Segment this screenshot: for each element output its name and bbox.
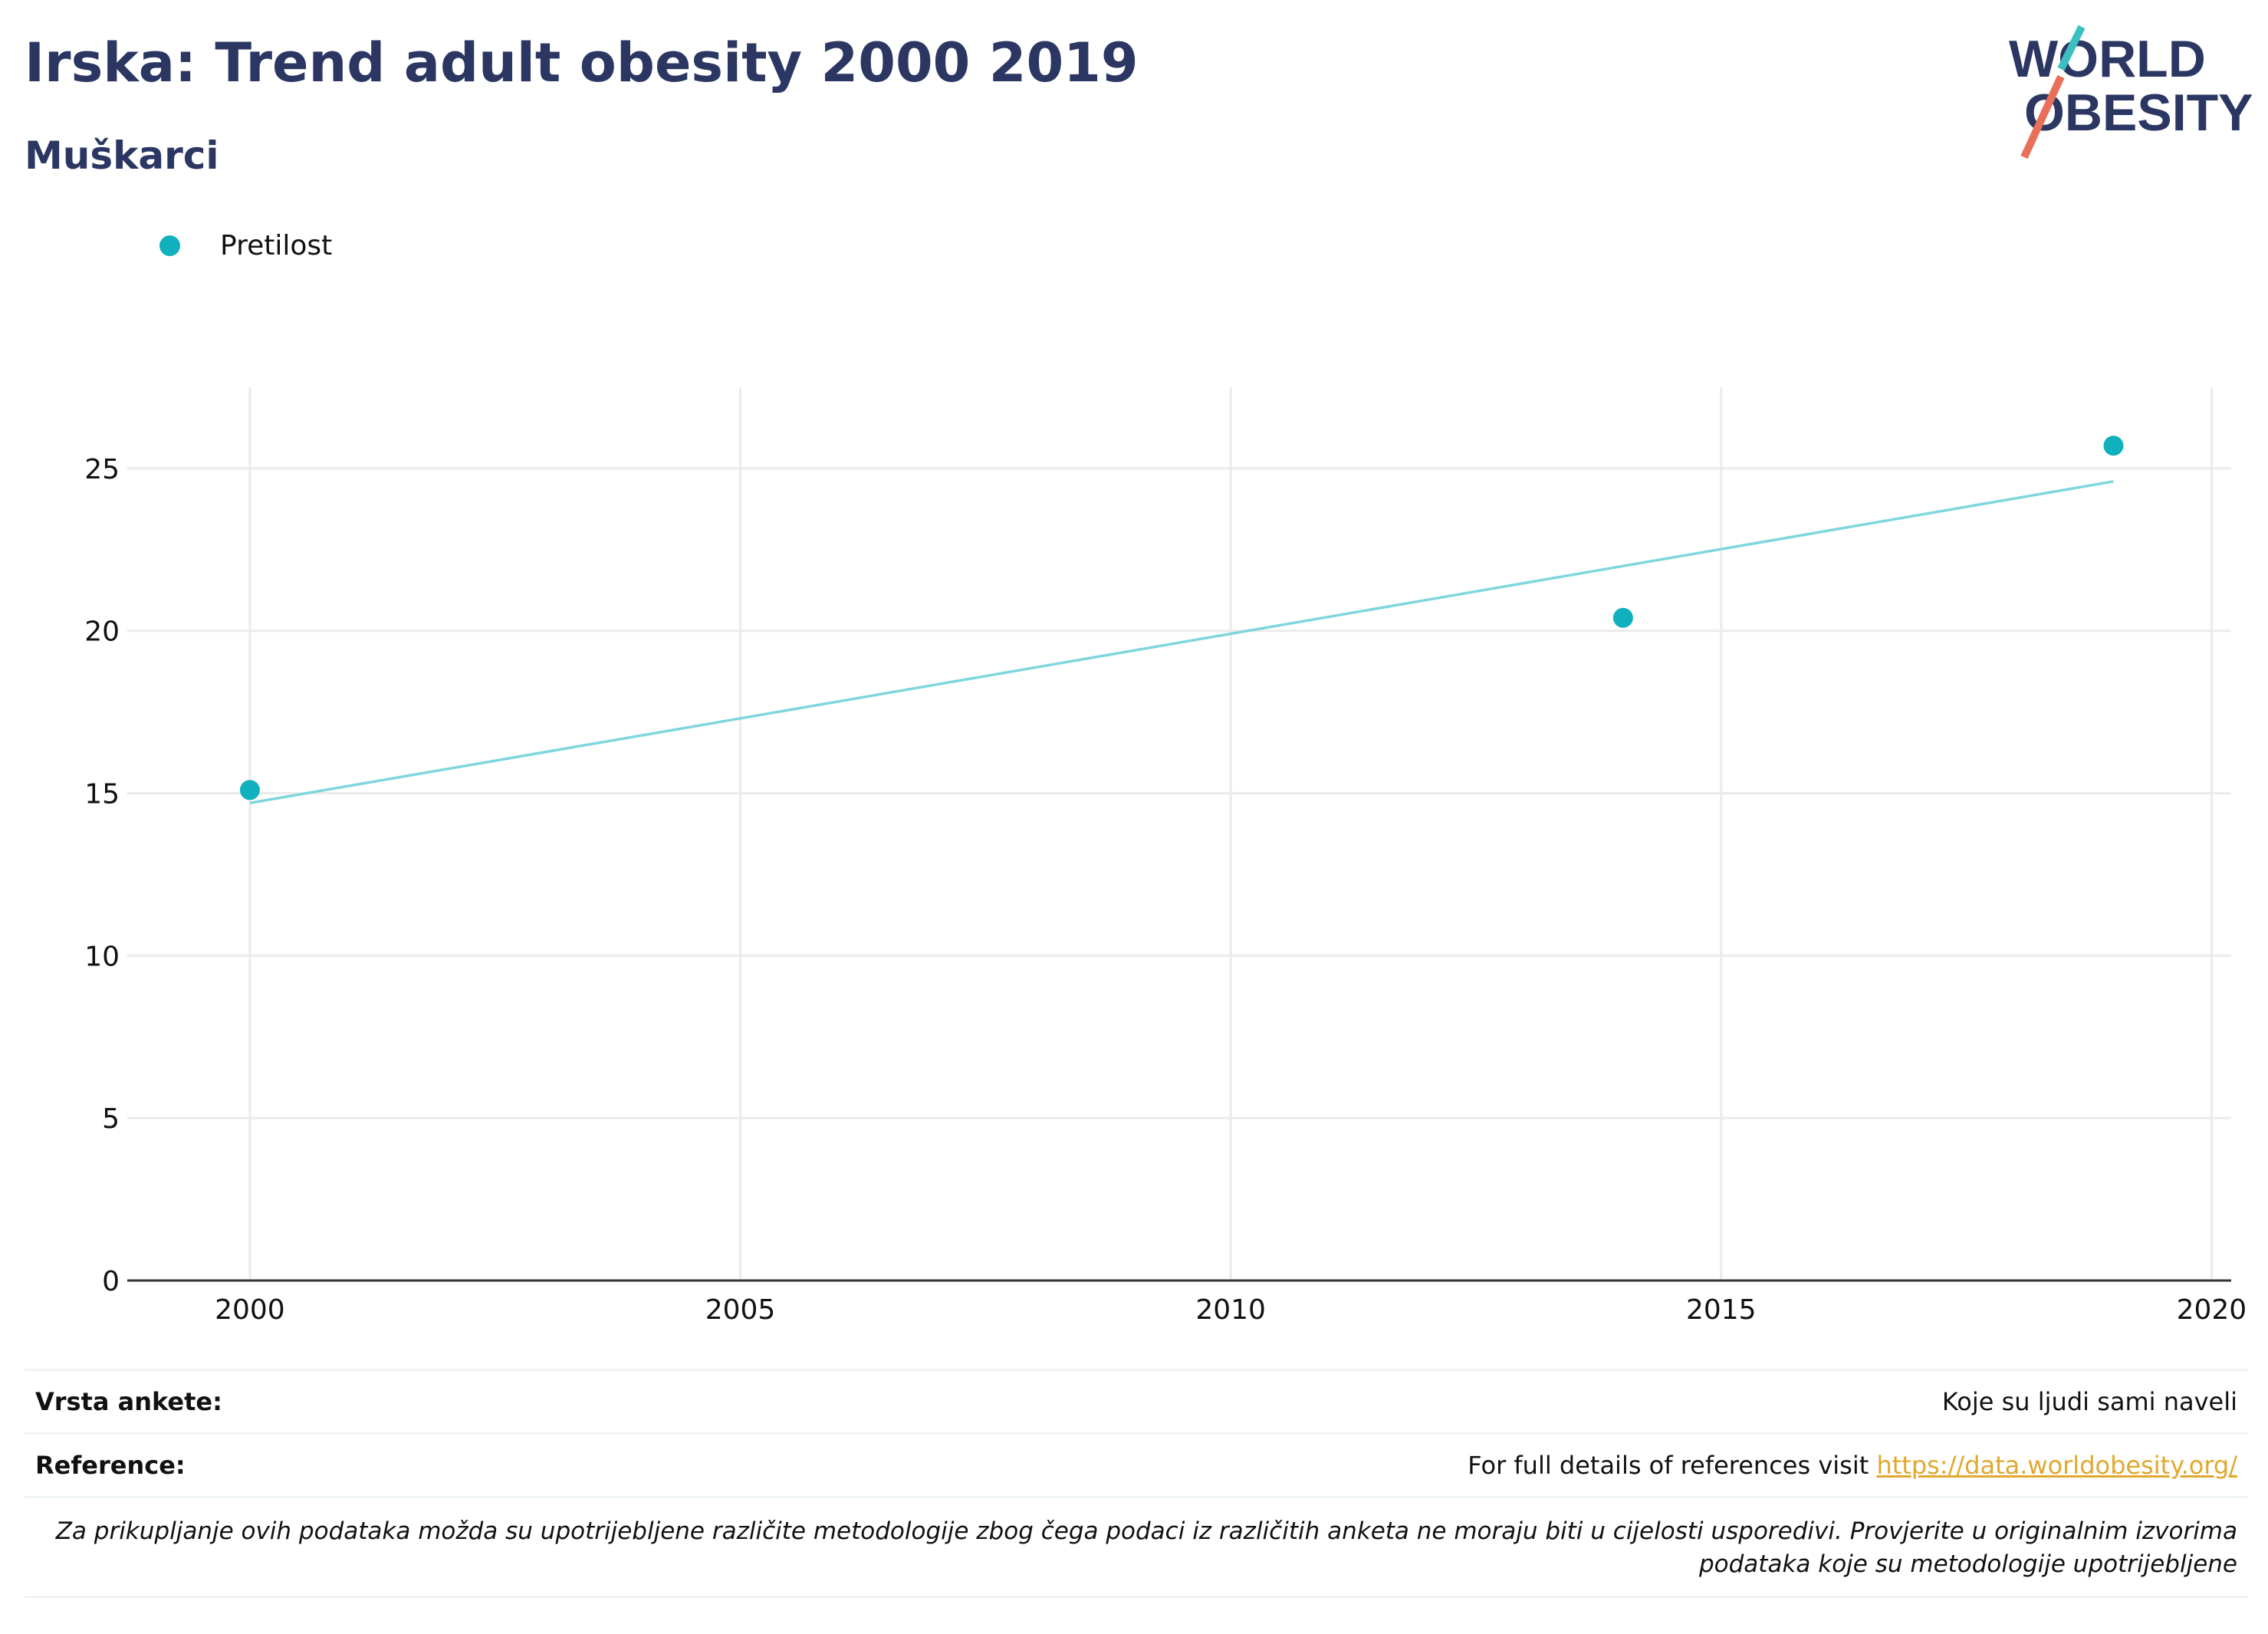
y-tick-label: 0 [102, 1266, 120, 1297]
reference-value: For full details of references visit htt… [1468, 1451, 2237, 1480]
y-tick-label: 25 [84, 454, 120, 485]
logo-line-1: WORLD [2009, 30, 2206, 88]
x-tick-label: 2005 [705, 1294, 776, 1326]
reference-text: For full details of references visit [1468, 1451, 1877, 1480]
y-tick-label: 10 [84, 941, 120, 972]
chart-subtitle: Muškarci [25, 133, 219, 178]
reference-link[interactable]: https://data.worldobesity.org/ [1876, 1451, 2237, 1480]
reference-row: Reference: For full details of reference… [25, 1432, 2248, 1496]
x-tick-label: 2000 [215, 1294, 285, 1326]
reference-label: Reference: [35, 1451, 186, 1480]
logo-teal-slash [2057, 25, 2086, 71]
chart: 2000 2005 2010 2015 2020 0 5 10 15 20 25 [84, 387, 2247, 1326]
legend-label: Pretilost [220, 230, 333, 261]
methodology-note: Za prikupljanje ovih podataka možda su u… [25, 1496, 2248, 1598]
trend-line [249, 480, 2114, 804]
info-panel: Vrsta ankete: Koje su ljudi sami naveli … [25, 1369, 2248, 1598]
x-tick-label: 2015 [1686, 1294, 1757, 1326]
data-point [2103, 436, 2124, 456]
survey-type-value: Koje su ljudi sami naveli [1941, 1387, 2237, 1416]
world-obesity-logo: WORLD OBESITY [2009, 25, 2253, 159]
logo-line-2: OBESITY [2024, 84, 2253, 142]
y-tick-label: 20 [84, 616, 120, 648]
survey-type-label: Vrsta ankete: [35, 1387, 222, 1416]
x-tick-label: 2020 [2177, 1294, 2247, 1326]
data-point [239, 780, 260, 801]
survey-type-row: Vrsta ankete: Koje su ljudi sami naveli [25, 1369, 2248, 1432]
y-tick-label: 5 [102, 1103, 120, 1135]
legend[interactable]: Pretilost [159, 230, 332, 261]
chart-title: Irska: Trend adult obesity 2000 2019 [25, 31, 1139, 94]
x-tick-label: 2010 [1195, 1294, 1266, 1326]
legend-marker [159, 235, 180, 256]
y-tick-label: 15 [84, 779, 120, 810]
data-point [1612, 607, 1633, 628]
logo-coral-slash [2020, 74, 2065, 159]
